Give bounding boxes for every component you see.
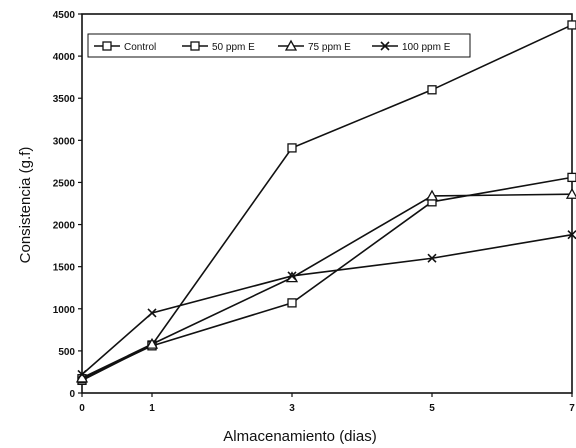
x-tick-label: 0 — [79, 403, 85, 414]
series-line-100-ppm-e — [81, 233, 573, 376]
legend-item-75-ppm-e: 75 ppm E — [278, 39, 351, 53]
y-tick-label: 2000 — [53, 221, 76, 232]
legend-label: 75 ppm E — [308, 42, 351, 53]
legend-item-control: Control — [94, 41, 156, 53]
data-point-100-ppm-e — [287, 271, 297, 281]
legend-label: 50 ppm E — [212, 42, 255, 53]
data-point-control — [567, 20, 576, 30]
y-tick-label: 3500 — [53, 94, 76, 105]
x-tick-label: 3 — [289, 403, 295, 414]
series-50-ppm-e — [77, 172, 576, 384]
legend-label: 100 ppm E — [402, 42, 451, 53]
data-point-75-ppm-e — [145, 337, 159, 349]
x-axis-ticks: 0 1 3 5 7 — [79, 393, 575, 414]
y-tick-label: 1000 — [53, 305, 76, 316]
legend-marker-control — [102, 41, 112, 51]
plot-area — [81, 13, 573, 394]
legend-item-100-ppm-e: 100 ppm E — [372, 41, 451, 53]
data-point-50-ppm-e — [287, 298, 297, 308]
data-point-75-ppm-e — [425, 189, 439, 201]
data-point-100-ppm-e — [427, 253, 437, 263]
data-point-100-ppm-e — [147, 308, 157, 318]
y-axis-ticks: 0 500 1000 1500 2000 2500 3000 3500 4000 4500 — [53, 10, 82, 400]
y-tick-label: 4000 — [53, 52, 76, 63]
legend-marker-50-ppm-e — [190, 41, 200, 51]
series-layer — [75, 20, 576, 386]
x-axis-title: Almacenamiento (dias) — [223, 428, 376, 445]
data-point-control — [427, 85, 437, 95]
y-tick-label: 0 — [69, 389, 75, 400]
x-tick-label: 7 — [569, 403, 575, 414]
data-point-50-ppm-e — [567, 172, 576, 183]
y-tick-label: 2500 — [53, 178, 76, 189]
x-tick-label: 5 — [429, 403, 435, 414]
y-tick-label: 500 — [58, 347, 75, 358]
legend-item-50-ppm-e: 50 ppm E — [182, 41, 255, 53]
series-100-ppm-e — [77, 230, 576, 380]
data-point-75-ppm-e — [565, 187, 576, 199]
data-point-100-ppm-e — [77, 369, 87, 380]
y-tick-label: 4500 — [53, 10, 76, 21]
series-line-control — [81, 24, 573, 382]
data-point-control — [287, 143, 297, 153]
y-tick-label: 3000 — [53, 136, 76, 147]
y-axis-title: Consistencia (g.f) — [17, 147, 34, 264]
legend-marker-75-ppm-e — [284, 39, 298, 51]
x-tick-label: 1 — [149, 403, 155, 414]
series-control — [77, 20, 576, 386]
legend-label: Control — [124, 42, 156, 53]
legend-marker-100-ppm-e — [380, 41, 390, 51]
y-tick-label: 1500 — [53, 263, 76, 274]
legend: Control 50 ppm E 75 ppm E 100 ppm E — [87, 33, 471, 58]
data-point-100-ppm-e — [567, 230, 576, 240]
series-75-ppm-e — [75, 187, 576, 383]
